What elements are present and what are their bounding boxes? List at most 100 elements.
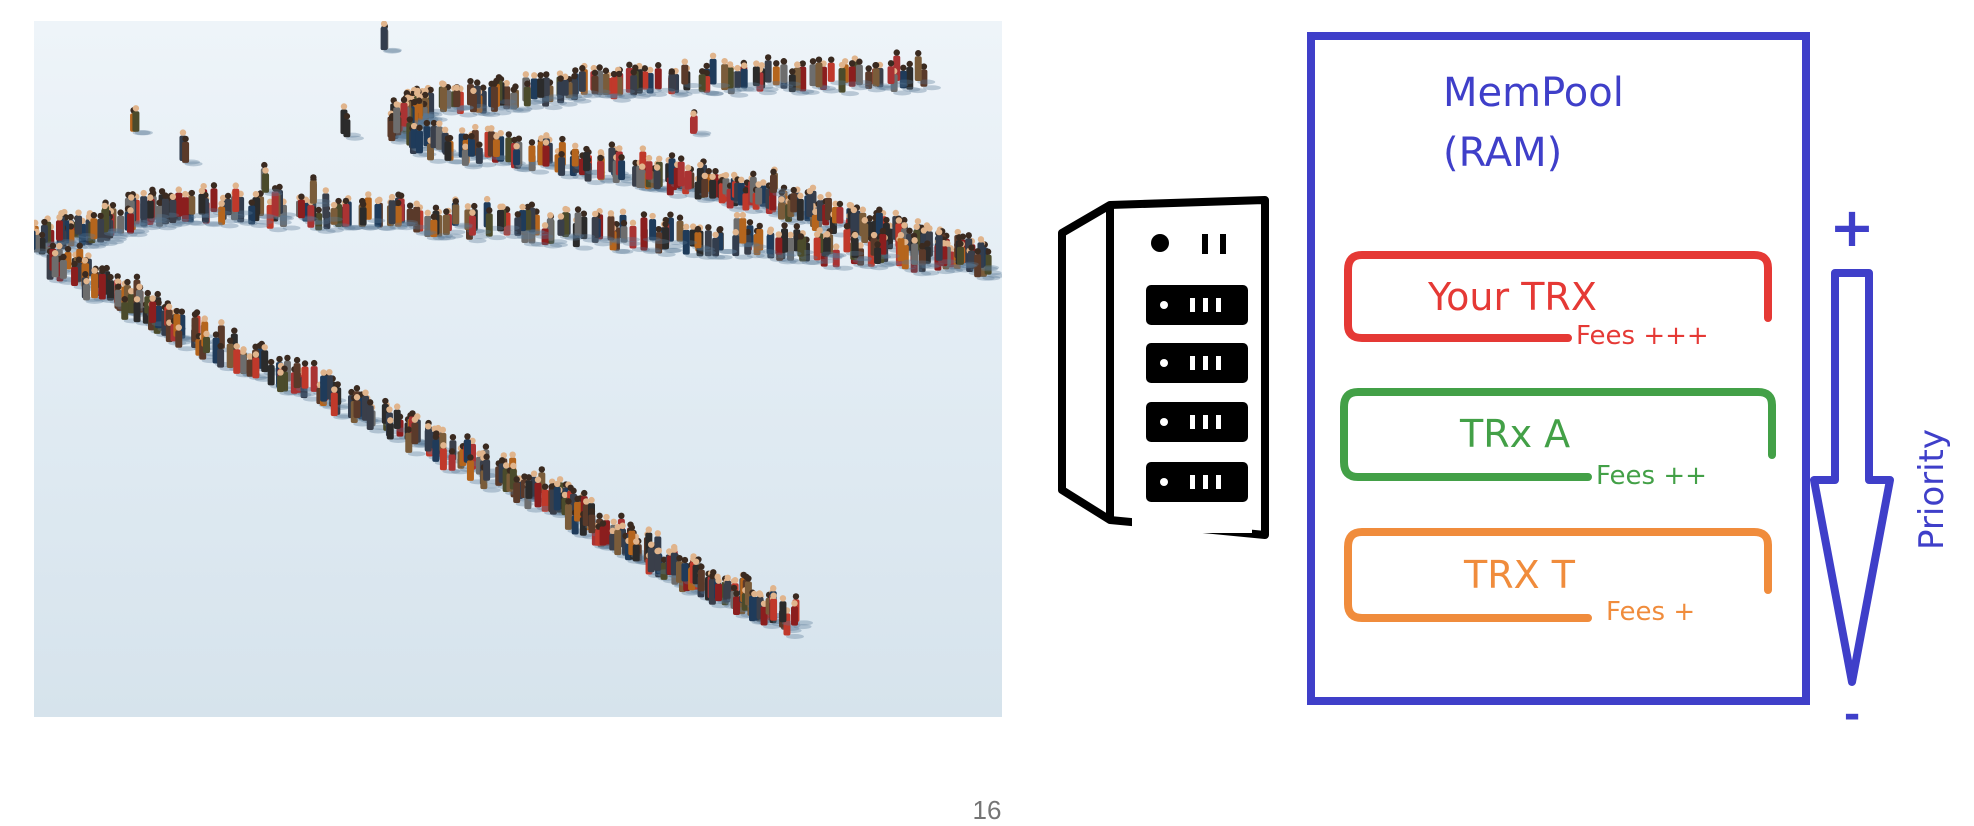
crowd-person	[974, 248, 995, 281]
crowd-person	[799, 60, 820, 96]
transaction-label: TRx A	[1459, 412, 1570, 456]
crowd-person	[733, 64, 755, 92]
crowd-person	[797, 233, 818, 261]
crowd-person	[503, 79, 524, 113]
server-drive-2	[1146, 343, 1248, 383]
crowd-person	[732, 229, 753, 260]
crowd-person	[879, 227, 900, 259]
crowd-person	[97, 212, 118, 247]
crowd-person	[156, 199, 177, 231]
crowd-person	[872, 61, 894, 91]
crowd-person	[813, 231, 835, 264]
crowd-person	[188, 189, 209, 219]
crowd-person	[405, 426, 426, 457]
crowd-person	[453, 84, 474, 111]
crowd-person	[430, 213, 451, 241]
crowd-person	[232, 182, 253, 216]
crowd-person	[542, 71, 564, 100]
crowd-person	[175, 324, 196, 352]
transaction-label: TRX T	[1463, 553, 1576, 597]
crowd-person	[71, 260, 92, 290]
crowd-person	[739, 211, 760, 248]
crowd-person	[475, 141, 497, 168]
crowd-person	[530, 72, 552, 103]
crowd-person	[940, 240, 961, 270]
crowd-person	[712, 231, 733, 260]
crowd-person	[823, 231, 845, 259]
crowd-person	[485, 207, 507, 241]
crowd-person	[709, 52, 731, 89]
crowd-person	[117, 209, 138, 238]
mempool-diagram-svg: MemPool (RAM) Your TRX Fees +++ TRx A Fe…	[1058, 32, 1952, 738]
crowd-person	[897, 231, 918, 265]
crowd-person	[448, 448, 470, 475]
crowd-person	[607, 210, 628, 244]
crowd-person	[641, 65, 662, 94]
crowd-person	[744, 228, 765, 259]
crowd-person	[591, 69, 612, 98]
crowd-person	[681, 58, 702, 89]
crowd-person	[629, 219, 650, 252]
crowd-person	[832, 243, 854, 271]
priority-high-symbol: +	[1829, 196, 1874, 259]
crowd-person	[780, 58, 801, 87]
crowd-person	[388, 193, 410, 228]
crowd-person	[315, 206, 336, 234]
crowd-person	[374, 197, 395, 231]
crowd-person	[444, 135, 465, 165]
crowd-person	[469, 87, 491, 116]
crowd-person	[140, 189, 161, 224]
crowd-person	[602, 67, 623, 99]
crowd-person	[815, 56, 836, 91]
crowd-person	[126, 207, 148, 238]
crowd-person	[591, 210, 613, 247]
priority-label: Priority	[1912, 429, 1952, 550]
crowd-person	[322, 187, 343, 222]
crowd-person	[851, 231, 873, 262]
crowd-person	[169, 193, 190, 227]
crowd-person	[90, 212, 111, 243]
crowd-person	[132, 105, 153, 136]
transaction-trx-a: TRx A Fees ++	[1340, 388, 1776, 491]
crowd-person	[359, 200, 381, 229]
crowd-person	[662, 220, 683, 253]
crowd-person	[146, 194, 168, 223]
crowd-person	[716, 226, 737, 255]
crowd-person	[984, 248, 1002, 279]
crowd-person	[935, 228, 957, 265]
crowd-person	[182, 135, 203, 167]
crowd-person	[865, 65, 886, 93]
crowd-person	[161, 192, 183, 228]
crowd-person	[843, 223, 864, 256]
crowd-person	[742, 187, 763, 215]
server-drive-4	[1146, 462, 1248, 502]
crowd-person	[796, 192, 818, 225]
crowd-person	[793, 61, 815, 95]
crowd-person	[224, 192, 246, 219]
crowd-person	[906, 60, 927, 94]
crowd-person	[668, 68, 689, 95]
crowd-person	[218, 200, 239, 229]
transaction-your-trx: Your TRX Fees +++	[1344, 251, 1772, 351]
crowd-person	[297, 193, 319, 222]
crowd-person	[271, 185, 293, 221]
server-drive-3	[1146, 402, 1248, 442]
crowd-person	[523, 80, 545, 110]
crowd-person	[55, 214, 77, 245]
crowd-person	[918, 242, 940, 269]
crowd-person	[181, 190, 203, 226]
crowd-person	[262, 167, 283, 197]
crowd-person	[848, 60, 870, 91]
crowd-person	[330, 386, 352, 420]
crowd-person	[764, 54, 786, 87]
crowd-person	[210, 182, 231, 216]
transaction-fees: Fees +	[1606, 597, 1695, 627]
crowd-person	[468, 209, 490, 240]
crowd-person	[442, 208, 464, 239]
crowd-person	[83, 277, 104, 304]
crowd-person	[781, 222, 802, 257]
crowd-person	[497, 203, 518, 235]
crowd-person	[766, 228, 788, 258]
crowd-person	[557, 75, 578, 107]
crowd-person	[689, 110, 711, 138]
